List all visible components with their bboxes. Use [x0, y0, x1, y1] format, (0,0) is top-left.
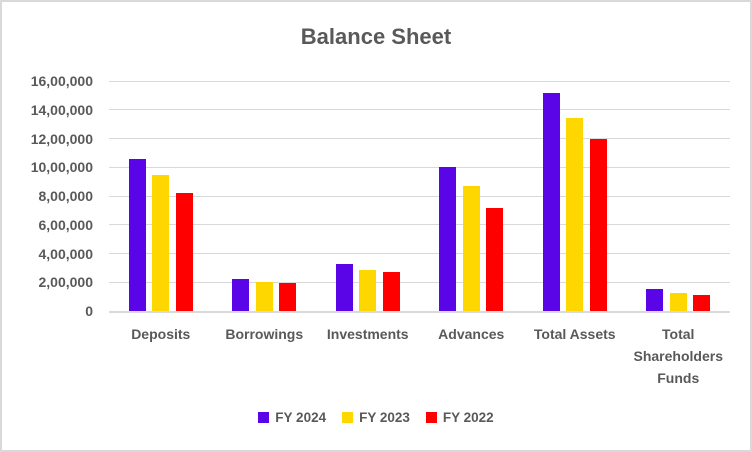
bar-deposits-fy-2023	[152, 175, 170, 311]
legend-label: FY 2022	[442, 410, 494, 425]
gridline	[109, 195, 730, 197]
bar-investments-fy-2024	[335, 263, 353, 311]
chart-title: Balance Sheet	[300, 24, 452, 49]
y-tick-label: 2,00,000	[38, 274, 94, 291]
y-tick-label: 4,00,000	[38, 245, 94, 262]
legend-item-fy-2024: FY 2024	[258, 410, 326, 425]
bar-investments-fy-2023	[359, 270, 377, 311]
y-tick-label: 6,00,000	[38, 216, 94, 233]
bar-total-assets-fy-2022	[589, 139, 607, 311]
gridline	[109, 253, 730, 254]
y-tick-label: 8,00,000	[38, 188, 94, 204]
gridline	[109, 109, 730, 111]
y-tick-label: 14,00,000	[30, 101, 93, 118]
bar-investments-fy-2022	[382, 272, 400, 311]
bar-advances-fy-2024	[439, 167, 457, 311]
bar-borrowings-fy-2023	[255, 282, 273, 311]
bar-deposits-fy-2024	[128, 158, 146, 311]
gridline	[109, 166, 730, 168]
bar-total-shareholders-funds-fy-2022	[693, 295, 711, 311]
bar-total-assets-fy-2023	[566, 117, 584, 311]
bar-borrowings-fy-2022	[279, 282, 297, 311]
legend-item-fy-2022: FY 2022	[425, 410, 494, 425]
x-axis-line	[109, 311, 730, 313]
category-label-deposits: Deposits	[131, 326, 191, 342]
category-label-total-assets: Total Assets	[533, 326, 616, 342]
bar-advances-fy-2022	[486, 207, 504, 311]
gridline	[109, 224, 730, 226]
legend-label: FY 2024	[275, 410, 327, 425]
y-tick-label: 16,00,000	[30, 73, 93, 89]
bar-borrowings-fy-2024	[232, 279, 250, 311]
bar-total-shareholders-funds-fy-2023	[669, 293, 687, 311]
gridline	[109, 281, 730, 283]
legend-swatch-icon	[258, 412, 270, 423]
gridline	[109, 138, 730, 139]
legend: FY 2024 FY 2023 FY 2022	[2, 410, 750, 425]
bar-deposits-fy-2022	[175, 193, 193, 311]
category-label-investments: Investments	[326, 326, 409, 342]
bar-total-shareholders-funds-fy-2024	[646, 288, 664, 311]
gridline	[109, 80, 730, 82]
legend-swatch-icon	[342, 412, 354, 423]
legend-item-fy-2023: FY 2023	[342, 410, 410, 425]
y-tick-label: 0	[85, 303, 93, 319]
category-label-total-shareholders-funds: Total Shareholders Funds	[633, 326, 723, 386]
plot-area: 0 2,00,000 4,00,000 6,00,000 8,00,000 10,00,0…	[31, 73, 730, 386]
y-tick-label: 10,00,000	[30, 159, 93, 176]
legend-swatch-icon	[425, 412, 437, 423]
category-label-borrowings: Borrowings	[225, 326, 304, 342]
bar-total-assets-fy-2024	[542, 92, 560, 311]
bar-advances-fy-2023	[462, 185, 480, 311]
y-tick-label: 12,00,000	[30, 130, 93, 147]
category-label-advances: Advances	[438, 326, 505, 342]
legend-label: FY 2023	[359, 410, 410, 425]
